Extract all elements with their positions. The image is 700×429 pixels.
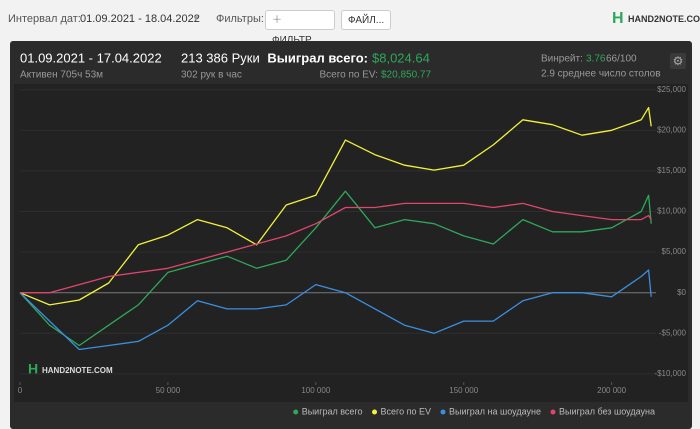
series-line — [19, 269, 652, 351]
series-line — [20, 202, 652, 294]
x-tick-label: 50 000 — [156, 386, 181, 395]
filter-button-text: ФИЛЬТР... — [272, 35, 319, 46]
legend-label: Выиграл без шоудауна — [559, 406, 655, 416]
settings-button[interactable] — [670, 53, 686, 69]
legend-marker — [293, 409, 299, 415]
filter-button[interactable]: ＋ ФИЛЬТР... — [265, 10, 335, 46]
hands-per-hour: 302 рук в час — [181, 70, 242, 81]
tables: 2.9 среднее число столов — [541, 69, 661, 80]
legend-marker — [550, 409, 556, 415]
series-line — [19, 106, 652, 306]
y-tick-label: -$5,000 — [659, 328, 687, 337]
y-tick-label: $15,000 — [657, 166, 686, 175]
ev-label: Всего по EV: — [319, 70, 378, 81]
legend-label: Всего по EV — [381, 406, 431, 416]
y-tick-label: $10,000 — [657, 207, 686, 216]
legend-marker — [372, 409, 378, 415]
won-value: $8,024.64 — [372, 50, 430, 65]
file-button-text: ФАЙЛ... — [348, 15, 385, 26]
date-range[interactable]: 01.09.2021 - 18.04.2022 — [80, 13, 200, 25]
plot-bg — [14, 84, 688, 402]
winrate-label: Винрейт: — [541, 54, 583, 65]
x-tick-label: 100 000 — [301, 386, 330, 395]
y-tick-label: -$10,000 — [654, 369, 686, 378]
logo: HAND2NOTE.COM — [628, 14, 700, 24]
y-tick-label: $20,000 — [657, 125, 686, 134]
winrate-value: 3.76 — [586, 54, 606, 65]
x-tick-label: 200 000 — [597, 386, 626, 395]
toolbar: Интервал дат: 01.09.2021 - 18.04.2022 ▼ … — [0, 0, 700, 46]
logo-icon: H — [612, 10, 624, 27]
watermark: HAND2NOTE.COM — [42, 366, 113, 375]
filters-label: Фильтры: — [216, 13, 264, 25]
active-time: Активен 705ч 53м — [20, 70, 103, 81]
watermark-icon: H — [28, 361, 38, 377]
legend-marker — [440, 409, 446, 415]
y-tick-label: $0 — [677, 288, 686, 297]
file-button[interactable]: ФАЙЛ... — [341, 10, 391, 30]
hands: 213 386 Руки — [181, 50, 260, 65]
series-line — [19, 190, 652, 347]
settings-icon[interactable]: ⚙ — [673, 54, 684, 68]
date-label: Интервал дат: — [8, 13, 81, 25]
winrate-unit: 66/100 — [606, 54, 637, 65]
period: 01.09.2021 - 17.04.2022 — [20, 50, 162, 65]
ev-value: $20,850.77 — [381, 70, 431, 81]
y-tick-label: $25,000 — [657, 85, 686, 94]
dropdown-caret[interactable]: ▼ — [192, 14, 200, 23]
x-tick-label: 0 — [18, 386, 23, 395]
legend-label: Выиграл всего — [302, 406, 363, 416]
x-tick-label: 150 000 — [449, 386, 478, 395]
y-tick-label: $5,000 — [662, 247, 687, 256]
legend-label: Выиграл на шоудауне — [449, 406, 541, 416]
won-label: Выиграл всего: — [267, 50, 368, 65]
